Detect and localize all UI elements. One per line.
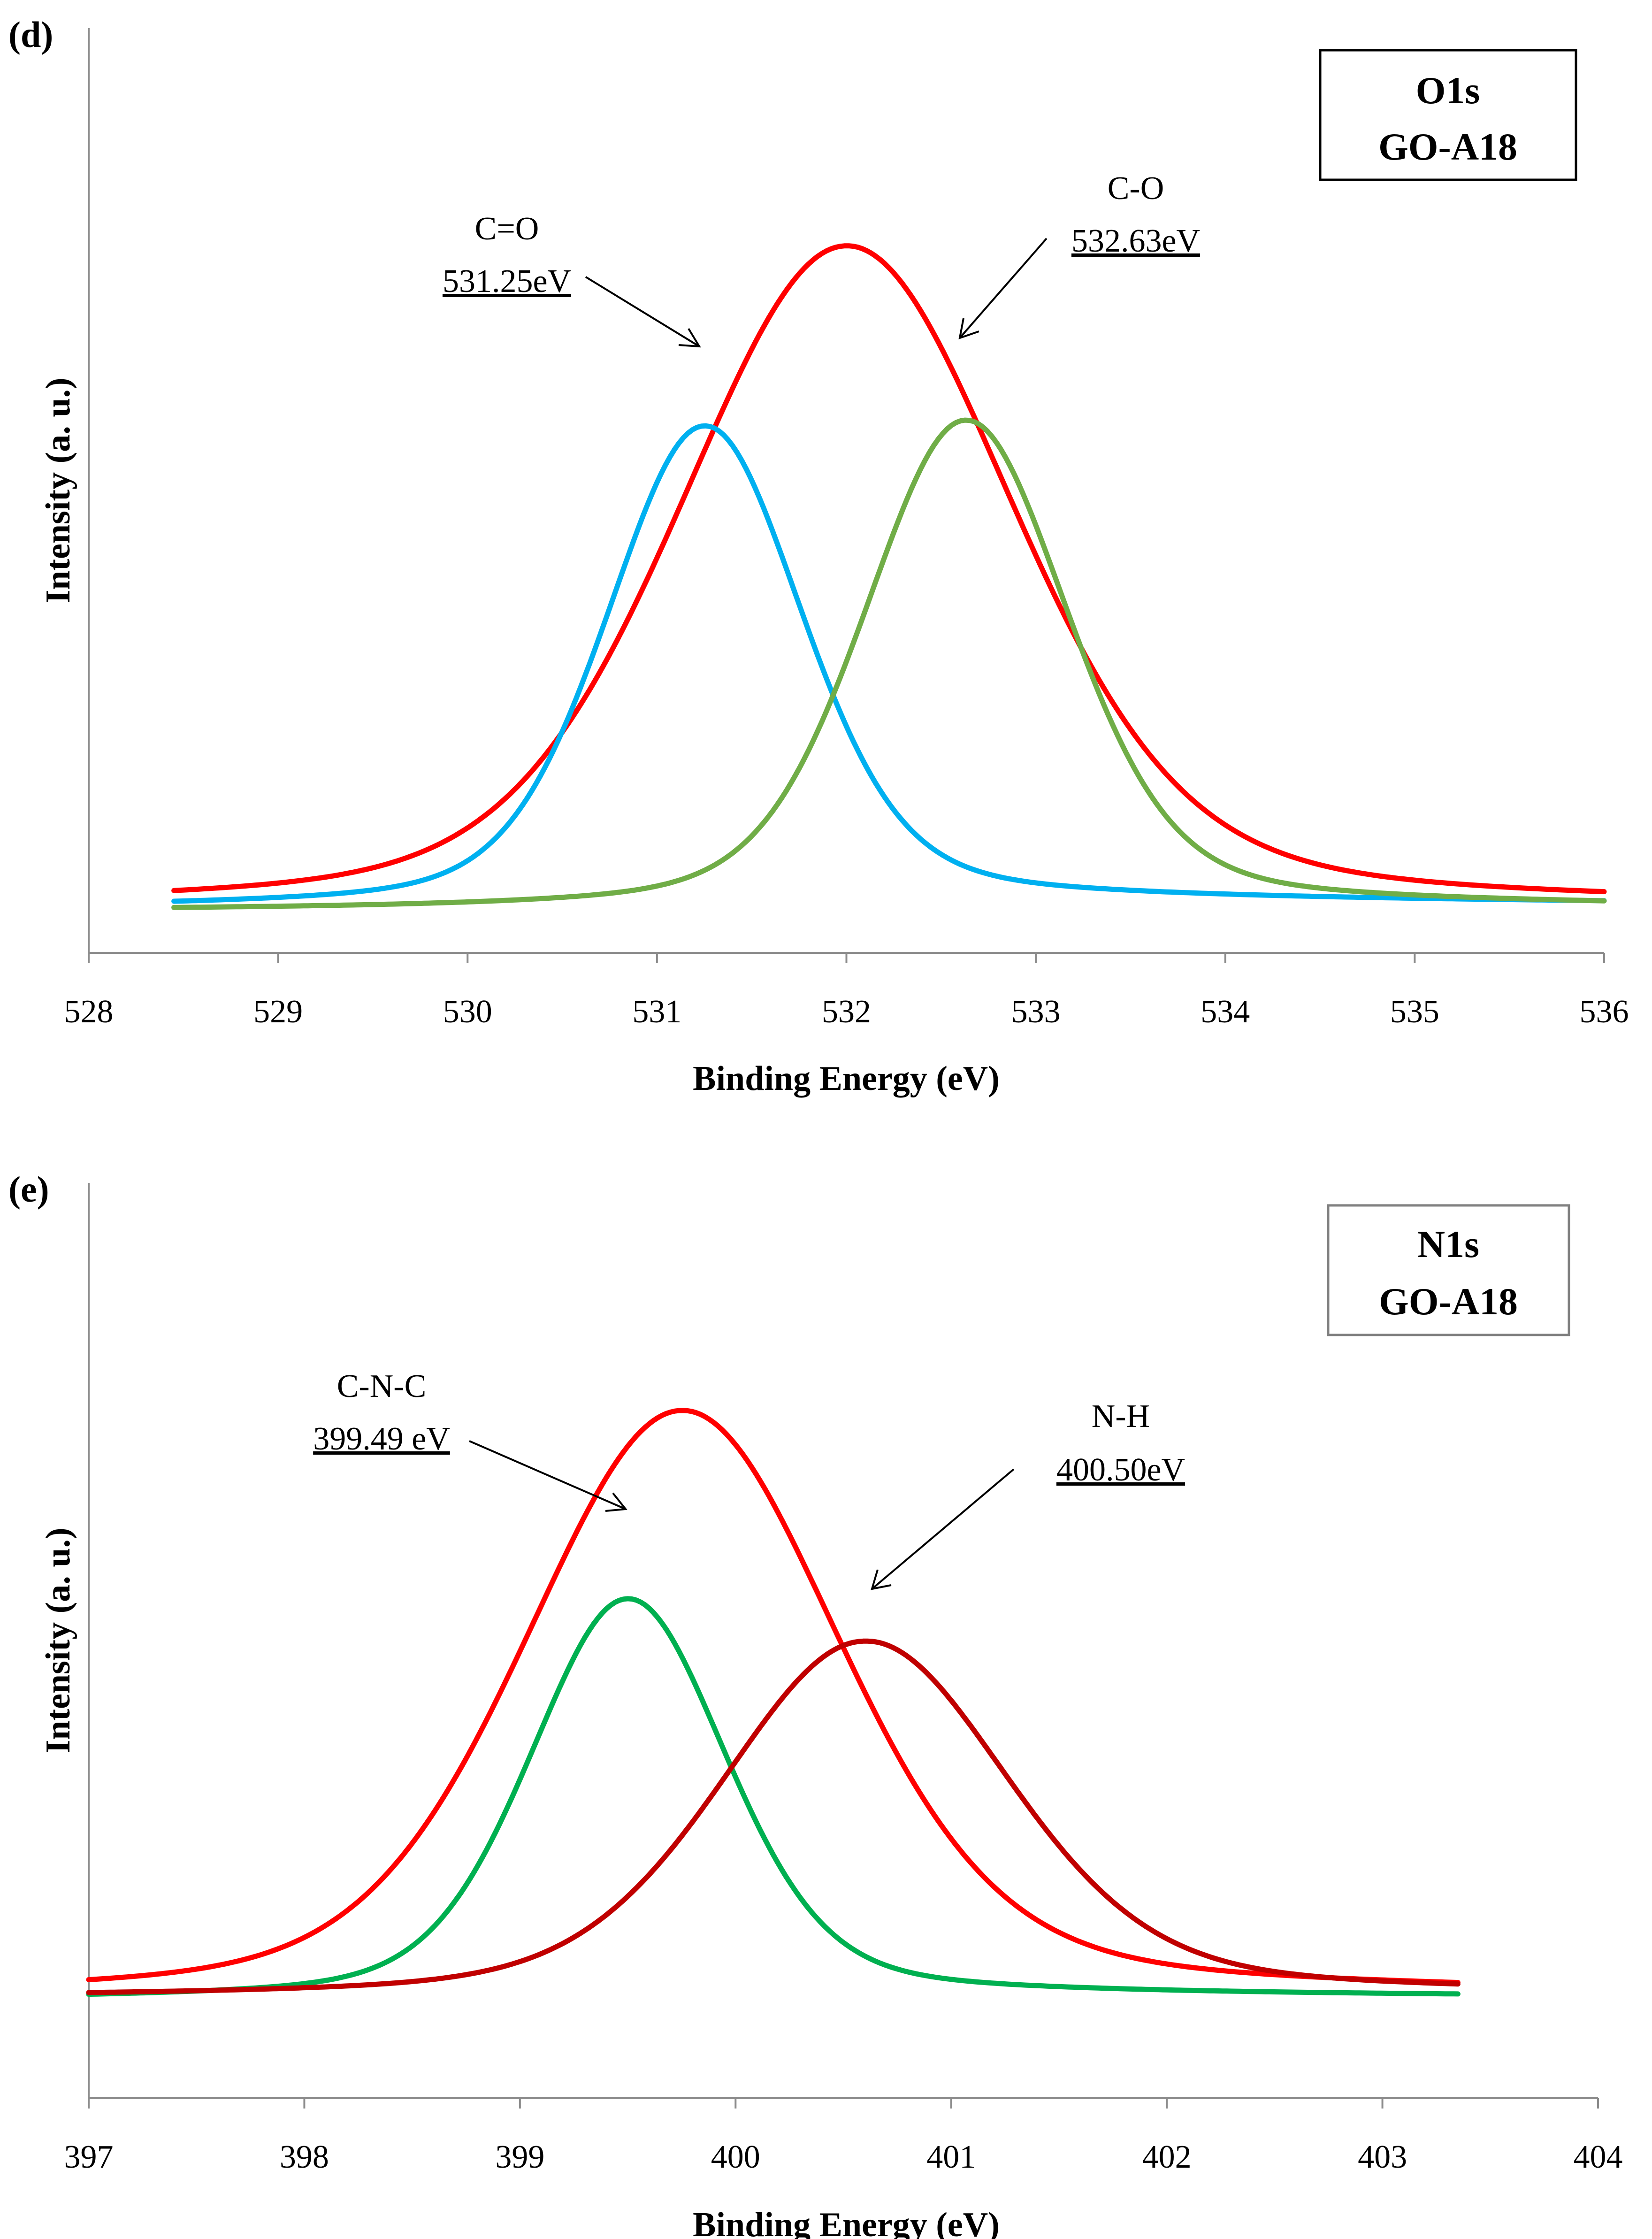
x-tick-label: 398 [280, 2139, 329, 2175]
x-axis-title: Binding Energy (eV) [693, 1059, 1000, 1098]
series-line-envelope [171, 243, 1607, 895]
x-tick-label: 402 [1142, 2139, 1192, 2175]
box-line-1: O1s [1416, 69, 1480, 112]
x-tick-label: 531 [632, 994, 681, 1030]
annotation-c-n-c: C-N-C 399.49 eV [313, 1368, 627, 1512]
legend-box [1327, 1204, 1570, 1336]
x-tick-labels: 397 398 399 400 401 402 403 404 [64, 2139, 1623, 2175]
legend-box [1319, 49, 1577, 181]
box-line-1: N1s [1417, 1223, 1479, 1265]
x-tick-labels: 528 529 530 531 532 533 534 535 536 [64, 994, 1629, 1030]
x-tick-label: 397 [64, 2139, 114, 2175]
y-axis-title: Intensity (a. u.) [39, 377, 77, 603]
series-group [171, 243, 1607, 910]
box-line-2: GO-A18 [1378, 125, 1517, 168]
annotation-n-h: N-H 400.50eV [871, 1398, 1185, 1590]
annotation-c-eq-o: C=O 531.25eV [443, 211, 701, 348]
box-line-2: GO-A18 [1379, 1280, 1518, 1323]
annotation-arrow [959, 238, 1048, 339]
x-tick-label: 532 [822, 994, 871, 1030]
arrow-head [958, 318, 979, 340]
annotation-label: C-N-C [337, 1368, 427, 1404]
x-tick-label: 533 [1011, 994, 1061, 1030]
x-tick-label: 529 [253, 994, 303, 1030]
annotation-value: 399.49 eV [313, 1421, 450, 1457]
series-line-c-n-c [86, 1596, 1461, 1997]
annotation-value: 531.25eV [443, 263, 571, 299]
panel-d: (d) 528 529 530 531 532 533 534 535 536 Binding … [8, 14, 1629, 1098]
annotation-arrow [469, 1440, 626, 1510]
x-tick-label: 534 [1201, 994, 1250, 1030]
x-tick-label: 403 [1358, 2139, 1407, 2175]
series-group [86, 1408, 1461, 1997]
series-line-c-o [171, 423, 1607, 904]
x-tick-label: 528 [64, 994, 114, 1030]
series-line-c-o [171, 417, 1607, 910]
arrow-head [605, 1492, 627, 1512]
annotation-arrow [871, 1468, 1015, 1590]
annotation-value: 400.50eV [1056, 1452, 1185, 1488]
panel-label: (e) [8, 1169, 49, 1210]
series-line-envelope [86, 1408, 1461, 1985]
arrow-head [871, 1569, 892, 1590]
y-axis-title: Intensity (a. u.) [39, 1527, 77, 1753]
x-tick-label: 400 [711, 2139, 760, 2175]
x-tick-label: 530 [443, 994, 492, 1030]
annotation-arrow [585, 276, 700, 347]
annotation-value: 532.63eV [1071, 223, 1200, 259]
x-ticks [88, 953, 1605, 963]
panel-e: (e) 397 398 399 400 401 402 403 404 Binding Ene… [8, 1169, 1623, 2239]
x-tick-label: 404 [1574, 2139, 1623, 2175]
series-line-n-h [86, 1638, 1461, 1995]
arrow-head [678, 328, 701, 348]
annotation-label: C-O [1108, 170, 1164, 207]
x-axis-title: Binding Energy (eV) [693, 2206, 1000, 2239]
x-tick-label: 536 [1580, 994, 1629, 1030]
panel-label: (d) [8, 14, 53, 55]
x-tick-label: 401 [926, 2139, 976, 2175]
x-tick-label: 399 [495, 2139, 544, 2175]
annotation-c-o: C-O 532.63eV [958, 170, 1200, 340]
x-tick-label: 535 [1390, 994, 1439, 1030]
annotation-label: C=O [475, 211, 539, 247]
x-ticks [88, 2098, 1599, 2109]
annotation-label: N-H [1092, 1398, 1150, 1434]
